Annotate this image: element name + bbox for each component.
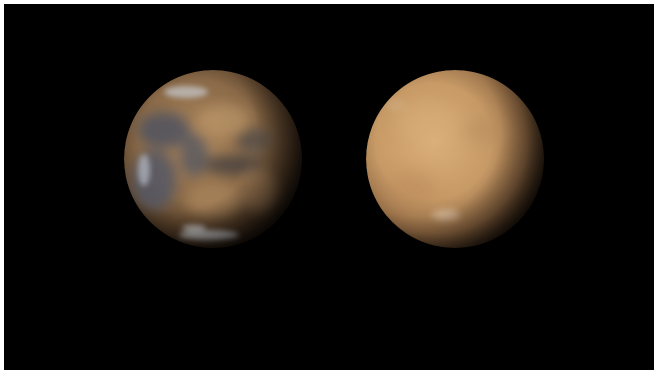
- mars-clear-globe: [124, 70, 302, 248]
- mars-dust-storm-svg: [366, 70, 544, 248]
- mars-clear-svg: [124, 70, 302, 248]
- image-frame: [4, 4, 654, 370]
- mars-dust-storm-globe: [366, 70, 544, 248]
